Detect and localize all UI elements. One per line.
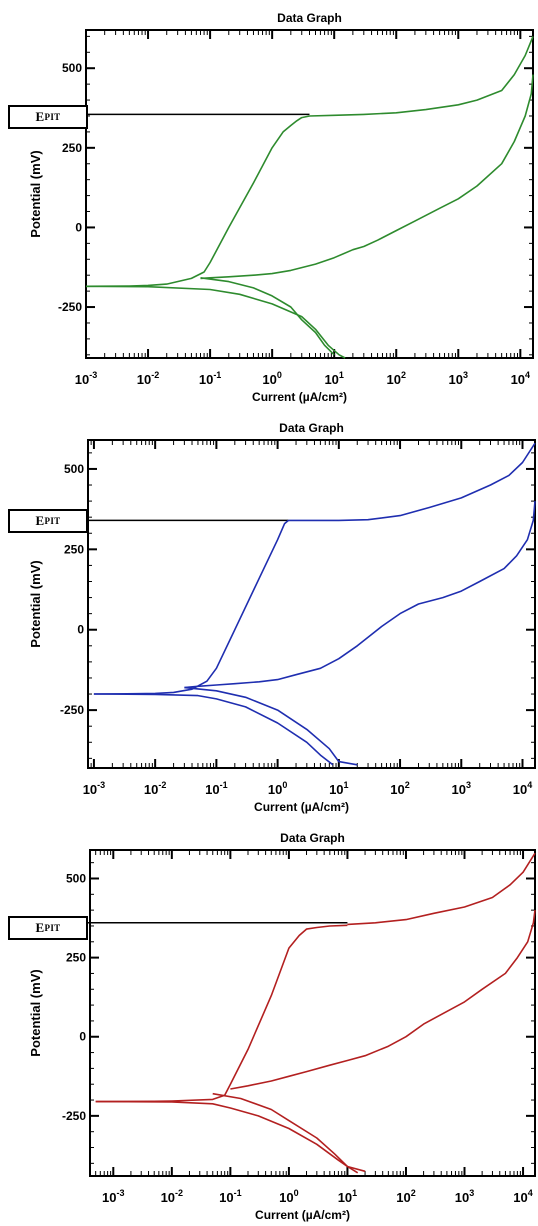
x-tick-label: 103 — [452, 780, 471, 797]
series-line-1 — [93, 519, 289, 695]
series-line-4 — [95, 1100, 359, 1174]
series-line-3 — [200, 74, 534, 280]
x-tick-label: 101 — [338, 1188, 357, 1205]
chart-panel-1: Data Graph 10-3 10-2 10-1 100 101 102 103 104 500… — [0, 0, 538, 410]
x-tick-label: 104 — [511, 370, 530, 387]
epit-main: E — [35, 920, 45, 935]
y-tick-label: 250 — [62, 141, 82, 155]
y-tick-label: 0 — [77, 623, 84, 637]
chart-svg-3: Data Graph 10-3 10-2 10-1 100 101 102 103 104 500… — [28, 831, 536, 1222]
series-line-1 — [95, 924, 348, 1103]
epit-sub: PIT — [44, 112, 61, 122]
series-line-2 — [347, 852, 536, 926]
x-tick-label: 104 — [513, 1188, 532, 1205]
y-tick-label: 500 — [62, 61, 82, 75]
epit-main: E — [35, 109, 45, 124]
y-tick-label: 500 — [64, 462, 84, 476]
x-tick-label: 101 — [329, 780, 348, 797]
chart-title: Data Graph — [279, 421, 344, 435]
epit-sub: PIT — [44, 923, 61, 933]
x-tick-label: 100 — [262, 370, 281, 387]
x-axis-label: Current (µA/cm²) — [254, 800, 349, 814]
y-axis-label: Potential (mV) — [28, 560, 43, 647]
x-tick-label: 102 — [386, 370, 405, 387]
series-line-1 — [85, 115, 310, 288]
x-tick-label: 10-3 — [83, 780, 105, 797]
y-tick-label: -250 — [60, 703, 84, 717]
y-tick-label: -250 — [62, 1109, 86, 1123]
y-tick-label: 250 — [66, 951, 86, 965]
epit-main: E — [35, 513, 45, 528]
x-tick-label: 104 — [513, 780, 532, 797]
y-axis-label: Potential (mV) — [28, 969, 43, 1056]
y-tick-label: 500 — [66, 871, 86, 885]
plot-frame — [87, 439, 536, 769]
chart-panel-3: Data Graph 10-3 10-2 10-1 100 101 102 103 104 500… — [0, 820, 538, 1226]
x-tick-label: 103 — [449, 370, 468, 387]
series-line-5 — [212, 1092, 366, 1173]
epit-label-2: E PIT — [8, 509, 88, 533]
series-line-5 — [184, 686, 358, 766]
y-tick-label: 0 — [75, 220, 82, 234]
series-line-4 — [85, 285, 346, 359]
chart-svg-1: Data Graph 10-3 10-2 10-1 100 101 102 103 104 500… — [28, 11, 534, 404]
series-line-2 — [309, 36, 534, 117]
epit-label-3: E PIT — [8, 916, 88, 940]
y-tick-label: -250 — [58, 300, 82, 314]
x-tick-label: 10-2 — [137, 370, 159, 387]
series-line-2 — [288, 442, 536, 522]
x-tick-label: 10-3 — [102, 1188, 124, 1205]
chart-title: Data Graph — [280, 831, 345, 845]
chart-svg-2: Data Graph 10-3 10-2 10-1 100 101 102 103 104 500… — [28, 421, 536, 814]
chart-title: Data Graph — [277, 11, 342, 25]
x-tick-label: 102 — [390, 780, 409, 797]
series-line-3 — [184, 501, 536, 689]
y-tick-label: 0 — [79, 1030, 86, 1044]
x-tick-label: 10-1 — [219, 1188, 241, 1205]
plot-frame — [89, 849, 536, 1177]
x-tick-label: 10-3 — [75, 370, 97, 387]
x-tick-label: 10-1 — [199, 370, 221, 387]
x-axis-label: Current (µA/cm²) — [252, 390, 347, 404]
epit-label-1: E PIT — [8, 105, 88, 129]
series-line-4 — [93, 693, 334, 766]
x-tick-label: 100 — [279, 1188, 298, 1205]
series-line-3 — [230, 910, 536, 1090]
x-tick-label: 102 — [396, 1188, 415, 1205]
x-tick-label: 10-2 — [161, 1188, 183, 1205]
y-axis-label: Potential (mV) — [28, 150, 43, 237]
x-tick-label: 10-1 — [205, 780, 227, 797]
chart-panel-2: Data Graph 10-3 10-2 10-1 100 101 102 103 104 500… — [0, 410, 538, 820]
series-line-5 — [200, 277, 335, 356]
x-tick-label: 103 — [455, 1188, 474, 1205]
y-tick-label: 250 — [64, 542, 84, 556]
x-tick-label: 101 — [324, 370, 343, 387]
x-axis-label: Current (µA/cm²) — [255, 1208, 350, 1222]
x-tick-label: 100 — [268, 780, 287, 797]
x-tick-label: 10-2 — [144, 780, 166, 797]
epit-sub: PIT — [44, 516, 61, 526]
